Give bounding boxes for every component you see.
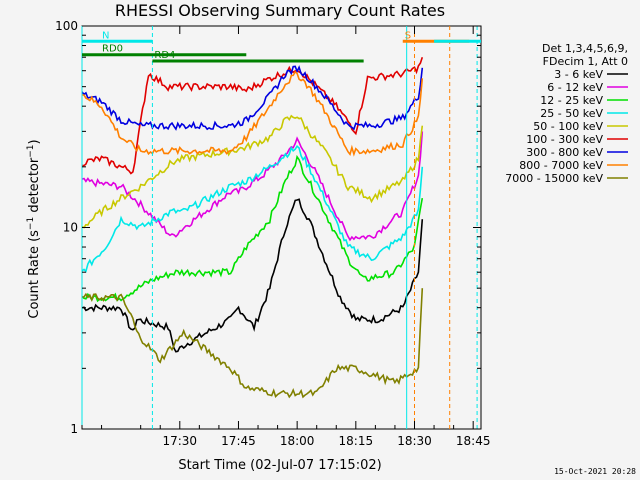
x-tick-label-0: 17:30: [162, 434, 197, 448]
y-tick-label-0: 1: [70, 422, 78, 436]
legend-label-1: 6 - 12 keV: [547, 81, 603, 94]
segment-label-3: S: [405, 30, 411, 41]
segment-layer: N RD0 RD4 S: [82, 30, 481, 63]
legend-label-0: 3 - 6 keV: [554, 68, 603, 81]
x-tick-label-1: 17:45: [221, 434, 256, 448]
y-label-mid: detector: [27, 157, 42, 217]
y-axis-label: Count Rate (s−1 detector−1): [26, 139, 42, 318]
y-label-sup-1: −1: [26, 217, 36, 230]
y-label-sup-2: −1: [26, 144, 36, 157]
legend-label-7: 800 - 7000 keV: [519, 159, 603, 172]
series-line-6: [81, 65, 424, 131]
x-tick-label-2: 18:00: [280, 434, 315, 448]
legend-label-8: 7000 - 15000 keV: [505, 172, 603, 185]
x-tick-label-5: 18:45: [456, 434, 491, 448]
timestamp: 15-Oct-2021 20:28: [554, 467, 636, 476]
legend-label-6: 300 - 800 keV: [526, 146, 603, 159]
series-layer: [81, 56, 424, 399]
legend-header-0: Det 1,3,4,5,6,9,: [542, 42, 628, 55]
legend-label-2: 12 - 25 keV: [540, 94, 603, 107]
series-line-7: [81, 70, 424, 157]
series-line-2: [81, 154, 424, 303]
y-label-end: ): [27, 139, 42, 144]
segment-label-2: RD4: [154, 50, 175, 61]
series-line-5: [81, 56, 424, 175]
x-tick-label-4: 18:30: [397, 434, 432, 448]
x-tick-label-3: 18:15: [339, 434, 374, 448]
legend-label-3: 25 - 50 keV: [540, 107, 603, 120]
x-axis-label: Start Time (02-Jul-07 17:15:02): [178, 458, 381, 473]
series-line-0: [81, 198, 424, 353]
series-line-3: [81, 144, 424, 273]
axis-layer: 17:30 17:45 18:00 18:15 18:30 18:45 1 10 100: [55, 19, 490, 448]
y-label-main: Count Rate (s: [27, 230, 42, 319]
legend-header-1: FDecim 1, Att 0: [543, 55, 628, 68]
series-line-4: [81, 114, 424, 229]
series-line-8: [81, 288, 424, 399]
legend: Det 1,3,4,5,6,9,FDecim 1, Att 03 - 6 keV…: [505, 42, 628, 185]
segment-label-1: RD0: [102, 44, 123, 55]
segment-label-0: N: [102, 30, 109, 41]
y-tick-label-2: 100: [55, 19, 78, 33]
y-tick-label-1: 10: [63, 221, 78, 235]
legend-label-4: 50 - 100 keV: [533, 120, 603, 133]
chart-title: RHESSI Observing Summary Count Rates: [115, 1, 445, 20]
plot-area: [81, 25, 482, 430]
legend-label-5: 100 - 300 keV: [526, 133, 603, 146]
